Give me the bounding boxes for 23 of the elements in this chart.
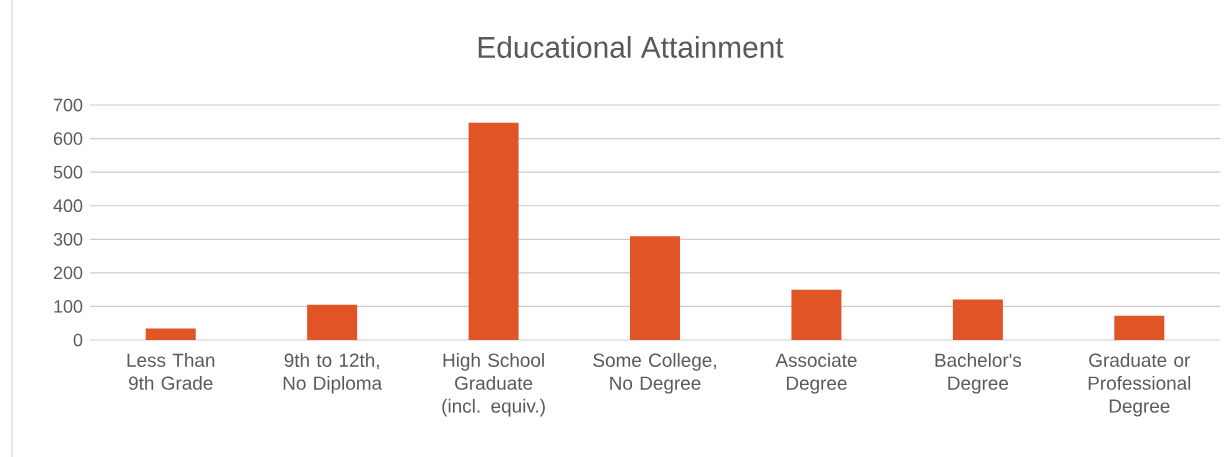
x-tick-label: 9th to 12th, No Diploma: [283, 353, 383, 394]
y-tick-label: 300: [53, 232, 83, 246]
chart-title: Educational Attainment: [478, 36, 784, 58]
y-tick-label: 0: [73, 333, 83, 347]
x-tick-label: Bachelor's Degree: [935, 353, 1022, 394]
bar: [1114, 315, 1165, 340]
x-tick-label: Graduate or Professional Degree: [1088, 353, 1191, 417]
y-tick-label: 100: [54, 300, 83, 313]
bar: [630, 236, 681, 340]
bar: [307, 304, 358, 340]
x-tick-label: Less Than 9th Grade: [127, 353, 215, 390]
bar: [791, 289, 842, 340]
y-tick-label: 700: [53, 98, 83, 112]
y-tick-label: 500: [53, 165, 83, 179]
y-tick-label: 600: [53, 132, 83, 145]
x-tick-label: Associate Degree: [775, 353, 857, 394]
y-tick-label: 200: [53, 266, 83, 280]
x-tick-label: Some College, No Degree: [593, 353, 716, 394]
bar: [468, 122, 519, 340]
x-tick-label: High School Graduate (incl. equiv.): [442, 353, 545, 417]
bar: [952, 299, 1003, 340]
y-tick-label: 400: [53, 199, 83, 213]
bar: [145, 328, 196, 340]
